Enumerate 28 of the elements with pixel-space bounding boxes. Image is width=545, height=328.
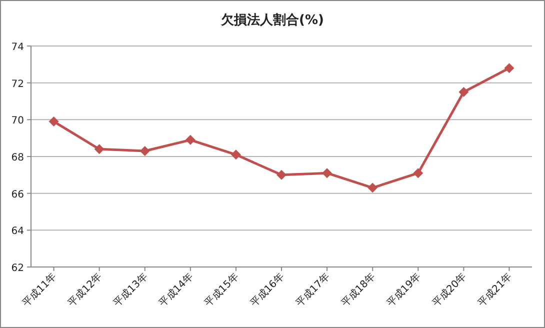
- point: [458, 87, 469, 98]
- x-tick-label: 平成17年: [293, 270, 332, 310]
- point: [276, 170, 286, 180]
- y-tick-label: 66: [11, 189, 24, 200]
- point: [94, 144, 104, 154]
- y-tick-label: 70: [11, 116, 24, 127]
- chart-title: 欠損法人割合(%): [220, 12, 324, 28]
- x-tick-label: 平成19年: [384, 270, 424, 310]
- x-tick-label: 平成18年: [339, 270, 378, 310]
- point: [140, 146, 150, 156]
- y-tick-label: 74: [11, 42, 24, 53]
- y-tick-label: 68: [11, 152, 24, 164]
- x-tick-label: 平成13年: [111, 270, 150, 310]
- x-tick-label: 平成21年: [476, 270, 514, 310]
- point: [322, 168, 332, 178]
- x-tick-label: 平成20年: [430, 270, 469, 310]
- x-tick-label: 平成12年: [66, 270, 104, 310]
- y-tick-label: 64: [11, 226, 24, 238]
- point: [504, 63, 514, 74]
- x-tick-label: 平成15年: [202, 270, 242, 310]
- point: [185, 134, 196, 145]
- point: [230, 150, 241, 160]
- x-tick-label: 平成16年: [248, 270, 287, 310]
- point: [368, 182, 378, 193]
- y-tick-label: 72: [11, 78, 24, 90]
- point: [413, 168, 424, 178]
- point: [48, 116, 59, 127]
- x-tick-label: 平成14年: [156, 270, 196, 310]
